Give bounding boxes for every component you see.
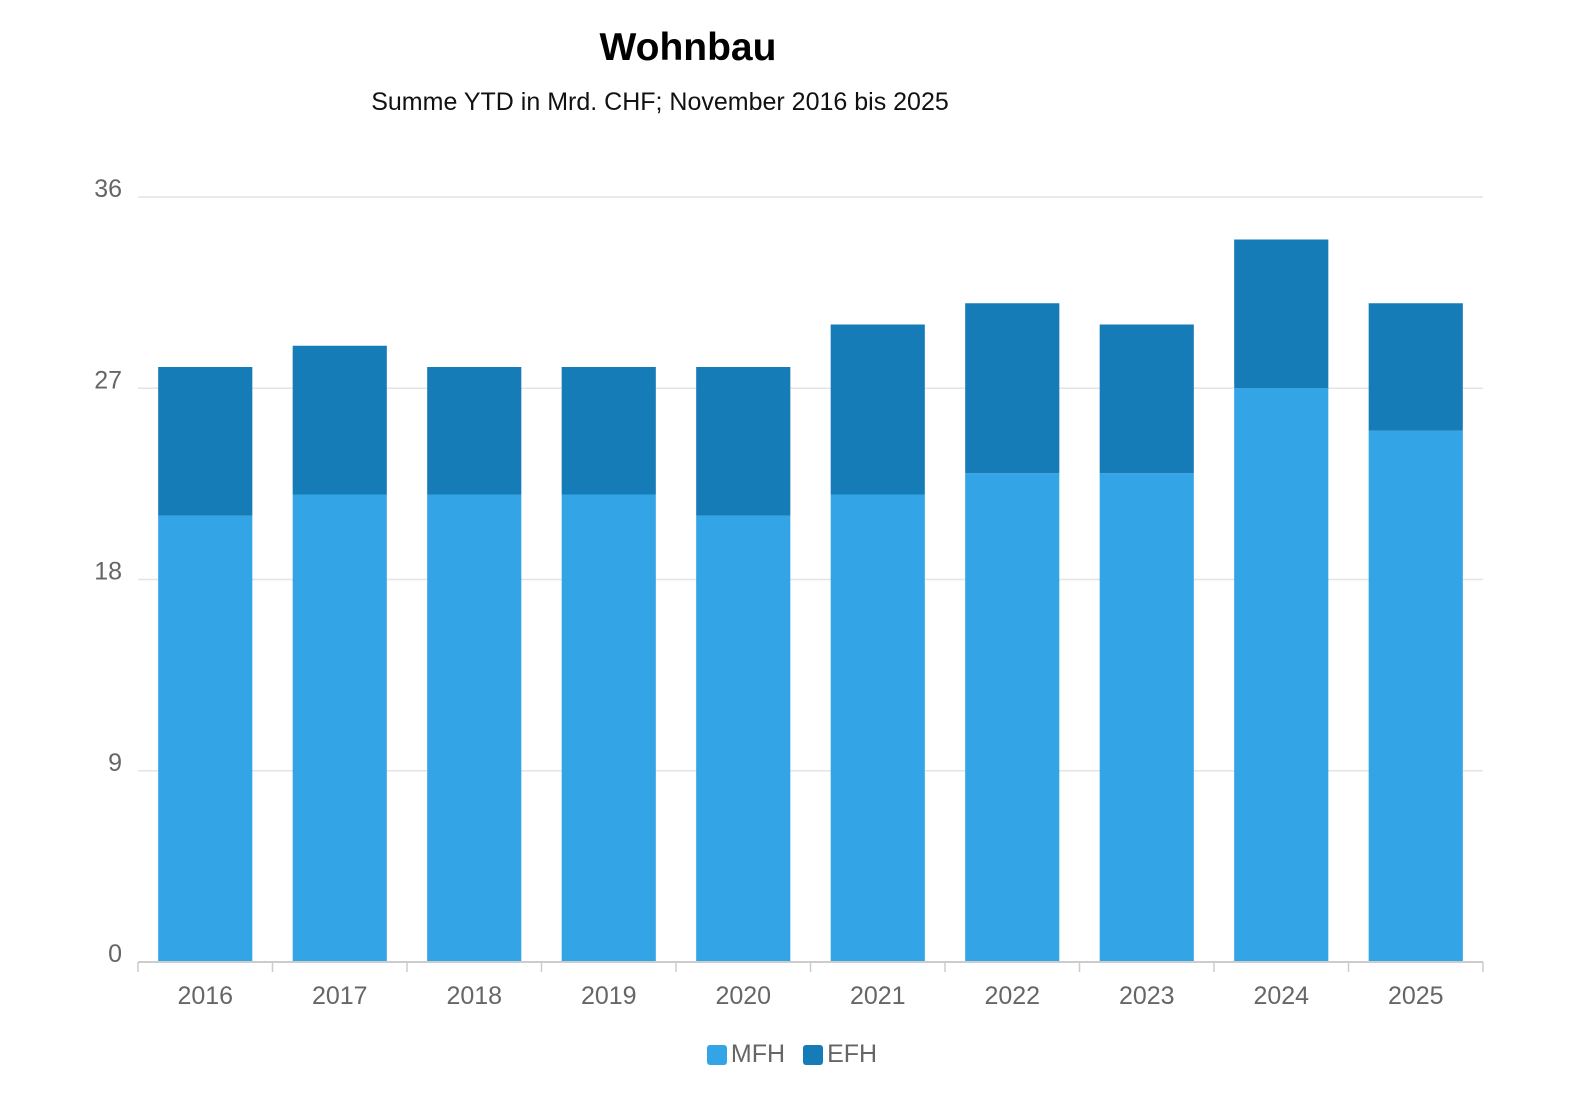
bar-efh-2021 bbox=[830, 324, 925, 495]
bar-efh-2022 bbox=[965, 303, 1060, 474]
bar-mfh-2025 bbox=[1368, 430, 1463, 962]
bar-mfh-2024 bbox=[1234, 388, 1329, 962]
x-tick-label: 2019 bbox=[581, 982, 637, 1010]
x-tick-label: 2021 bbox=[850, 982, 906, 1010]
bar-efh-2025 bbox=[1368, 303, 1463, 431]
bar-mfh-2021 bbox=[830, 494, 925, 962]
bar-efh-2017 bbox=[292, 345, 387, 495]
y-tick-label: 9 bbox=[108, 749, 122, 777]
x-tick-label: 2024 bbox=[1253, 982, 1309, 1010]
legend-item-mfh[interactable]: MFH bbox=[706, 1040, 786, 1069]
bar-efh-2020 bbox=[696, 367, 791, 516]
y-tick-label: 27 bbox=[94, 366, 122, 394]
legend-item-efh[interactable]: EFH bbox=[803, 1040, 877, 1069]
x-tick-label: 2022 bbox=[984, 982, 1040, 1010]
legend-label-mfh: MFH bbox=[730, 1040, 786, 1068]
bar-efh-2016 bbox=[158, 367, 253, 516]
x-tick-label: 2023 bbox=[1119, 982, 1175, 1010]
bar-efh-2024 bbox=[1234, 239, 1329, 389]
x-tick-label: 2016 bbox=[177, 982, 233, 1010]
legend-label-efh: EFH bbox=[827, 1040, 878, 1068]
bar-mfh-2019 bbox=[561, 494, 656, 962]
legend-swatch-efh bbox=[803, 1044, 824, 1065]
x-tick-label: 2017 bbox=[312, 982, 368, 1010]
y-tick-label: 0 bbox=[108, 940, 122, 968]
legend-swatch-mfh bbox=[706, 1044, 727, 1065]
bar-mfh-2016 bbox=[158, 515, 253, 962]
bar-efh-2019 bbox=[561, 367, 656, 495]
bar-efh-2018 bbox=[427, 367, 522, 495]
chart-title: Wohnbau bbox=[599, 26, 777, 69]
bar-mfh-2020 bbox=[696, 515, 791, 962]
x-tick-label: 2018 bbox=[446, 982, 502, 1010]
y-tick-label: 18 bbox=[94, 558, 122, 586]
bar-mfh-2022 bbox=[965, 473, 1060, 962]
x-tick-label: 2020 bbox=[715, 982, 771, 1010]
chart-legend: MFH EFH bbox=[0, 1040, 1584, 1069]
chart-subtitle: Summe YTD in Mrd. CHF; November 2016 bis… bbox=[371, 88, 949, 116]
x-tick-label: 2025 bbox=[1388, 982, 1444, 1010]
bar-efh-2023 bbox=[1099, 324, 1194, 474]
stacked-bar-chart: 0 9 18 27 36 2016 2017 2018 2019 2020 2021 2022 2023… bbox=[94, 175, 1484, 1010]
bar-mfh-2018 bbox=[427, 494, 522, 962]
y-tick-label: 36 bbox=[94, 175, 122, 203]
bar-mfh-2017 bbox=[292, 494, 387, 962]
bar-mfh-2023 bbox=[1099, 473, 1194, 962]
